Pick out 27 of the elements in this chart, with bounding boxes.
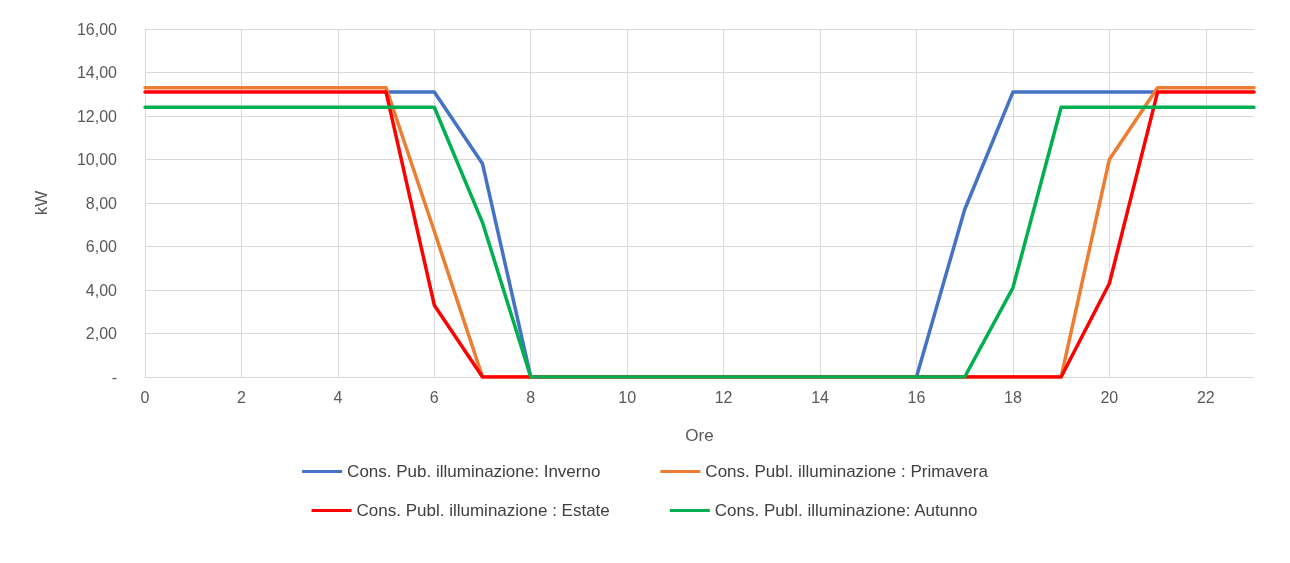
x-tick-label: 8 bbox=[526, 388, 536, 406]
x-tick-label: 14 bbox=[811, 388, 830, 406]
y-tick-label: 14,00 bbox=[76, 64, 118, 81]
y-tick-label: 16,00 bbox=[76, 20, 118, 38]
y-tick-label: 8,00 bbox=[85, 194, 118, 212]
x-tick-label: 16 bbox=[907, 388, 926, 406]
x-tick-label: 18 bbox=[1004, 388, 1022, 406]
x-tick-label: 6 bbox=[429, 388, 439, 406]
legend-label: Cons. Publ. illuminazione : Estate bbox=[356, 501, 610, 520]
x-axis-title: Ore bbox=[685, 426, 714, 445]
y-tick-label: 6,00 bbox=[85, 238, 118, 255]
x-tick-label: 10 bbox=[618, 388, 637, 406]
y-tick-label: 12,00 bbox=[76, 107, 118, 125]
y-tick-label: 4,00 bbox=[85, 281, 118, 299]
x-tick-label: 0 bbox=[140, 388, 150, 406]
y-tick-label: 2,00 bbox=[85, 325, 118, 342]
y-tick-label: 10,00 bbox=[76, 151, 118, 168]
x-tick-label: 12 bbox=[714, 388, 733, 406]
y-axis-title: kW bbox=[32, 190, 51, 216]
x-tick-label: 22 bbox=[1196, 388, 1215, 406]
legend-label: Cons. Publ. illuminazione : Primavera bbox=[705, 462, 989, 481]
legend-label: Cons. Publ. illuminazione: Autunno bbox=[714, 501, 978, 520]
x-tick-label: 20 bbox=[1100, 388, 1119, 406]
legend-label: Cons. Pub. illuminazione: Inverno bbox=[347, 462, 601, 481]
x-tick-label: 2 bbox=[236, 388, 246, 406]
x-tick-label: 4 bbox=[333, 388, 343, 406]
y-tick-label: - bbox=[111, 368, 117, 386]
